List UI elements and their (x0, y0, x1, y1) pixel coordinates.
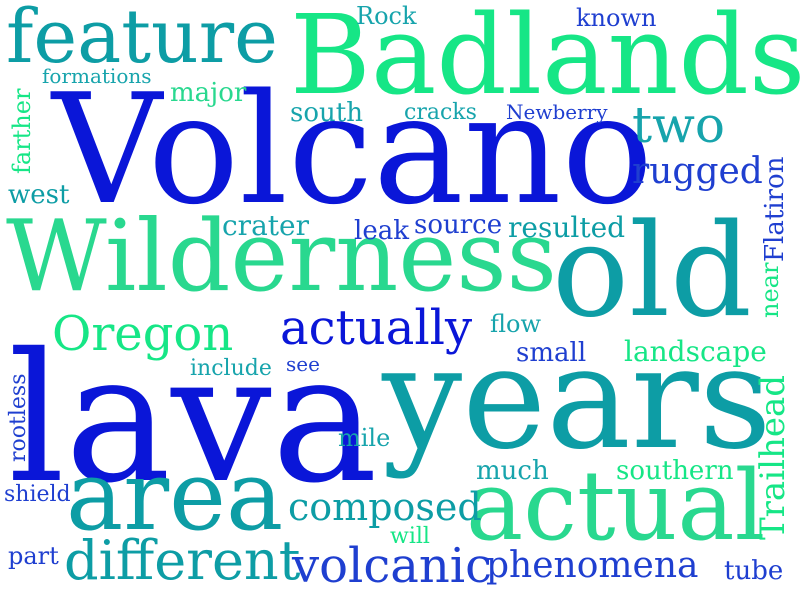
word-resulted: resulted (508, 211, 626, 244)
word-old: old (552, 197, 752, 346)
word-see: see (286, 352, 320, 376)
word-small: small (516, 338, 587, 368)
word-two: two (632, 96, 725, 154)
word-volcanic: volcanic (292, 538, 493, 594)
word-composed: composed (288, 485, 482, 529)
word-will: will (390, 524, 430, 549)
word-volcano: Volcano (52, 61, 654, 238)
word-rootless: rootless (6, 373, 31, 462)
word-rock: Rock (356, 2, 417, 30)
word-different: different (64, 529, 301, 592)
word-source: source (414, 210, 503, 240)
word-phenomena: phenomena (486, 545, 699, 586)
word-tube: tube (724, 556, 784, 586)
word-wilderness: Wilderness (6, 200, 557, 314)
word-much: much (476, 456, 549, 486)
word-leak: leak (354, 216, 409, 246)
word-farther: farther (8, 88, 36, 174)
word-formations: formations (42, 64, 152, 88)
word-lava: lava (8, 315, 378, 522)
word-flow: flow (490, 310, 541, 338)
word-crater: crater (222, 209, 309, 242)
word-cracks: cracks (404, 100, 477, 125)
word-southern: southern (616, 456, 734, 486)
word-major: major (170, 78, 247, 108)
word-actually: actually (280, 300, 473, 356)
word-part: part (8, 542, 59, 570)
word-feature: feature (6, 0, 278, 80)
word-shield: shield (4, 482, 71, 507)
word-years: years (382, 316, 772, 481)
word-flatiron: Flatiron (760, 156, 790, 262)
word-oregon: Oregon (52, 306, 234, 362)
word-rugged: rugged (632, 151, 763, 192)
word-area: area (66, 440, 284, 552)
word-known: known (576, 4, 657, 32)
word-south: south (290, 98, 363, 128)
word-newberry: Newberry (506, 100, 608, 124)
word-trailhead: Trailhead (753, 374, 793, 540)
word-mile: mile (338, 424, 391, 452)
word-actual: actual (466, 450, 766, 562)
word-include: include (190, 356, 272, 381)
word-landscape: landscape (624, 335, 767, 368)
word-near: near (756, 262, 784, 318)
word-west: west (8, 180, 70, 210)
word-badlands: Badlands (290, 0, 800, 119)
